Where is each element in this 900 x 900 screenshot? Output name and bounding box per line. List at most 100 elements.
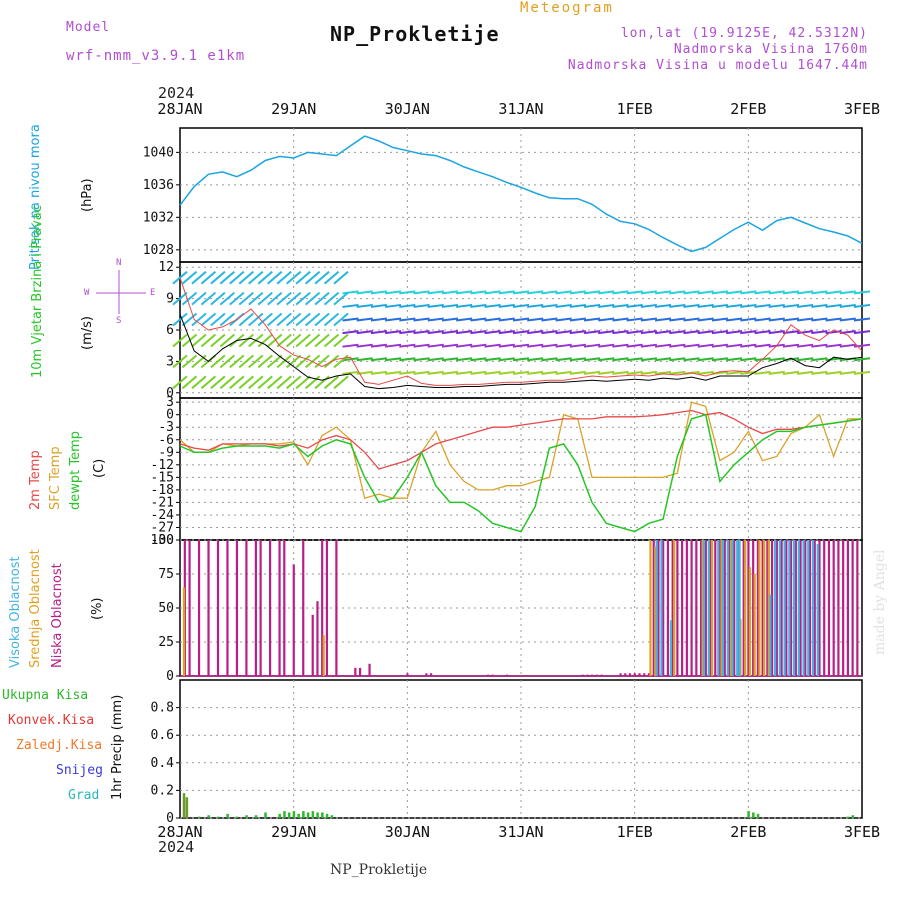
wind-barb [598, 303, 615, 308]
wind-barb [456, 357, 473, 362]
wind-barb [697, 370, 714, 375]
wind-barb [669, 343, 686, 348]
wind-barb [754, 303, 771, 308]
wind-barb [210, 354, 226, 369]
wind-barb [598, 343, 615, 348]
wind-barb [370, 357, 388, 362]
wind-barb [342, 290, 359, 295]
snow-label: Snijeg [56, 763, 103, 778]
low-cloud-bar [709, 540, 712, 676]
y-tick-label: -21 [151, 495, 174, 510]
low-cloud-bar [354, 667, 357, 676]
wind-barb [541, 290, 558, 295]
wind-barb [181, 333, 198, 348]
wind-barb [612, 357, 629, 362]
wind-barb [740, 290, 757, 295]
page-title: NP_Prokletije [330, 22, 500, 46]
low-cloud-bar [771, 540, 774, 676]
low-cloud-bar [733, 540, 736, 676]
wind-speed-line [179, 314, 863, 390]
wind-barb [441, 357, 459, 362]
wind-barb [267, 375, 283, 390]
wind-barb [456, 317, 473, 322]
wind-barb [257, 375, 273, 390]
y-tick-label: -6 [158, 433, 174, 448]
wind-barb [512, 330, 530, 335]
precip-bar [311, 811, 315, 818]
wind-barb [569, 370, 586, 375]
low-cloud-bar [851, 540, 854, 676]
wind-barb [782, 290, 800, 295]
wind-barb [276, 270, 292, 285]
wind-barb [797, 370, 814, 375]
low-cloud-bar [681, 540, 684, 676]
low-cloud-bar [491, 674, 494, 676]
low-cloud-bar [207, 540, 210, 676]
wind-barb [286, 312, 302, 327]
wind-barb [257, 270, 273, 285]
wind-barb [612, 330, 629, 335]
x-tick-label-bottom: 30JAN [385, 823, 430, 841]
x-tick-label-bottom: 2FEB [730, 823, 766, 841]
wind-barb [441, 303, 459, 308]
wind-barb [853, 303, 871, 308]
wind-barb [811, 290, 828, 295]
wind-barb [470, 357, 487, 362]
y-tick-label: 100 [151, 533, 174, 548]
y-tick-label: 75 [158, 567, 174, 582]
wind-barb [399, 290, 416, 295]
wind-barb [654, 317, 672, 322]
low-cloud-bar [823, 540, 826, 676]
wind-barb [191, 333, 207, 348]
wind-barb [399, 330, 416, 335]
wind-barb [583, 303, 601, 308]
low-cloud-bar [624, 673, 627, 676]
wind-barb [541, 343, 558, 348]
year-bottom: 2024 [158, 838, 195, 856]
wind-barb [768, 303, 785, 308]
wind-barb [825, 290, 842, 295]
wind-barb [181, 270, 198, 285]
low-cloud-bar [666, 540, 670, 676]
mid-cloud-bar [767, 540, 770, 676]
wind-barb [555, 330, 572, 335]
precip-bar [216, 816, 220, 818]
wind-barb [626, 290, 643, 295]
high-cloud-bar [802, 540, 805, 676]
wind-barb [626, 357, 643, 362]
wind-barb [238, 333, 254, 348]
wind-barb [669, 370, 686, 375]
wind-barb [385, 357, 402, 362]
wind-barb [200, 270, 217, 285]
wind-barb [612, 290, 629, 295]
high-cloud-bar [788, 540, 791, 676]
low-cloud-bar [676, 540, 679, 676]
wind-barb [740, 303, 757, 308]
wind-barb [541, 330, 558, 335]
wind-barb [782, 303, 800, 308]
wind-barb [181, 375, 198, 390]
precip-bar [851, 815, 855, 818]
precip-bar [316, 812, 319, 818]
y-tick-label: 3 [166, 395, 174, 410]
y-tick-label: 3 [166, 354, 174, 369]
high-cloud-bar [811, 540, 815, 676]
footer-title: NP_Prokletije [330, 862, 428, 878]
wind-barb [286, 291, 302, 306]
wind-barb [427, 357, 444, 362]
precip-bar [297, 813, 300, 818]
wind-barb [181, 312, 198, 327]
wind-barb [441, 290, 459, 295]
precip-bar [278, 813, 281, 818]
wind-barb [669, 357, 686, 362]
wind-barb [484, 357, 501, 362]
wind-barb [839, 303, 856, 308]
wind-barb [314, 354, 330, 369]
wind-barb [825, 357, 842, 362]
total-rain-label: Ukupna Kisa [2, 688, 89, 703]
wind-barb [286, 354, 302, 369]
wind-barb [276, 333, 292, 348]
mid-cloud-bar [720, 540, 723, 676]
low-cloud-bar [752, 540, 755, 676]
wind-barb [512, 290, 530, 295]
